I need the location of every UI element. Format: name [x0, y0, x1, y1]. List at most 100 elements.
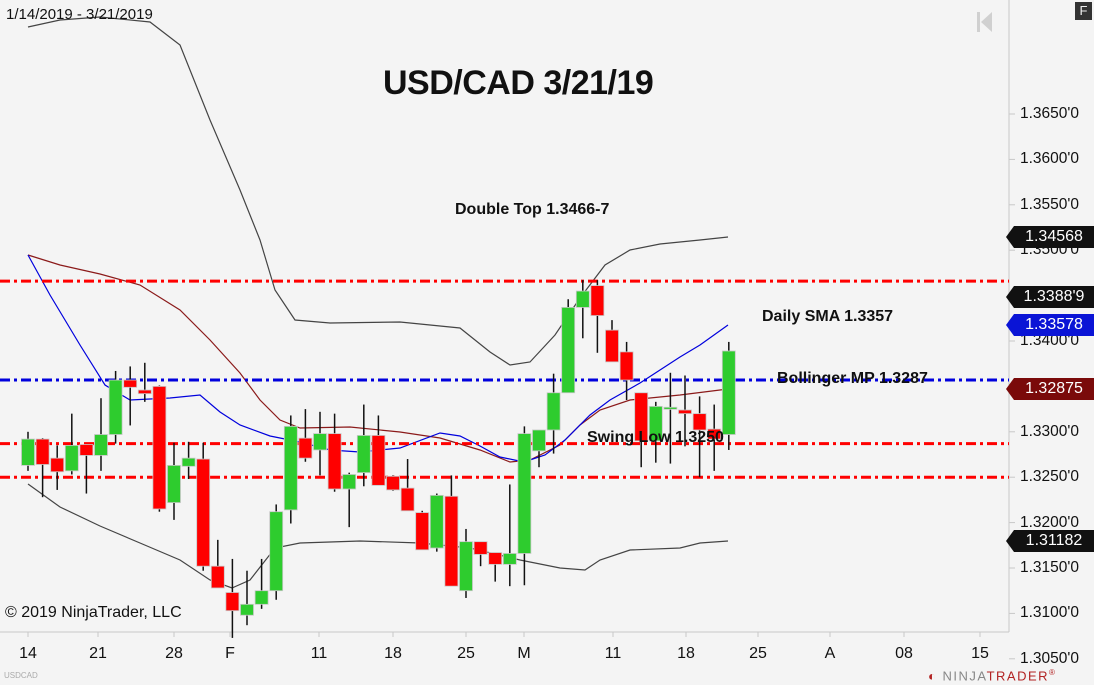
chart-title: USD/CAD 3/21/19	[383, 64, 654, 102]
candle	[79, 444, 94, 456]
bollinger-upper-line	[27, 16, 729, 366]
x-tick-label: 18	[677, 645, 695, 662]
upper-band-price-tag: 1.34568	[1006, 226, 1094, 248]
candlesticks	[21, 280, 736, 638]
candle	[546, 392, 561, 431]
candle	[123, 379, 138, 388]
candle	[210, 565, 225, 589]
candle	[181, 457, 196, 467]
y-tick-label: 1.3050'0	[1020, 649, 1079, 667]
candle	[64, 445, 79, 472]
x-tick-label: 08	[895, 645, 913, 662]
candle	[415, 512, 430, 551]
x-tick-label: M	[517, 645, 531, 662]
x-tick-label: 25	[749, 645, 767, 662]
candle	[605, 329, 619, 363]
candle	[152, 385, 167, 510]
swing-low-label: Swing Low 1.3250	[587, 429, 724, 446]
x-tick-label: 15	[971, 645, 989, 662]
candle	[678, 409, 692, 415]
candle	[561, 307, 576, 394]
candle	[459, 541, 473, 592]
y-tick-label: 1.3150'0	[1020, 559, 1079, 576]
candle	[648, 405, 663, 442]
candle	[634, 392, 649, 442]
candle	[488, 552, 503, 565]
candle	[429, 494, 444, 549]
lower-band-price-tag: 1.31182	[1006, 530, 1094, 552]
bollinger-bands	[27, 16, 729, 589]
candle	[692, 413, 707, 431]
x-tick-label: 11	[604, 645, 622, 662]
candle	[400, 487, 415, 512]
logo-text-right: TRADER	[986, 668, 1050, 684]
double-top-label: Double Top 1.3466-7	[455, 201, 610, 218]
candle	[167, 464, 181, 504]
instrument-label: USDCAD	[4, 671, 38, 680]
candle	[108, 379, 123, 435]
candle	[502, 553, 517, 565]
y-tick-label: 1.3400'0	[1020, 332, 1079, 349]
date-range: 1/14/2019 - 3/21/2019	[6, 6, 153, 23]
candle	[254, 590, 269, 605]
sma-price-tag: 1.33578	[1006, 314, 1094, 336]
bollinger-lower-line	[27, 483, 729, 589]
candle	[371, 435, 386, 486]
candle	[444, 495, 459, 587]
x-axis-ticks	[27, 632, 981, 637]
x-tick-label: 11	[310, 645, 328, 662]
candle	[240, 603, 254, 616]
y-tick-label: 1.3100'0	[1020, 604, 1079, 622]
x-tick-label: A	[824, 645, 836, 662]
y-tick-label: 1.3250'0	[1020, 468, 1079, 486]
scroll-to-start-icon[interactable]	[975, 10, 995, 34]
candle	[298, 437, 313, 459]
daily-sma-label: Daily SMA 1.3357	[762, 308, 894, 325]
bollinger-mp-label: Bollinger MP 1.3287	[777, 370, 928, 387]
candle	[356, 435, 371, 474]
candle	[342, 474, 357, 490]
candle	[619, 351, 634, 381]
candle	[225, 592, 240, 612]
y-tick-label: 1.3650'0	[1020, 105, 1079, 122]
candle	[269, 511, 284, 592]
candle	[327, 433, 342, 490]
candle	[94, 434, 108, 456]
logo-mark-icon: ◐	[928, 668, 938, 684]
logo-text-left: NINJA	[942, 668, 987, 684]
candle	[283, 425, 298, 511]
candle	[35, 438, 50, 465]
f-button[interactable]: F	[1075, 2, 1092, 20]
bollinger-mid-line	[27, 254, 729, 463]
candle	[575, 290, 590, 308]
ninjatrader-logo: ◐ NINJATRADER®	[928, 668, 1056, 683]
x-tick-label: 28	[165, 645, 183, 662]
y-tick-label: 1.3550'0	[1020, 195, 1079, 213]
candle	[196, 458, 211, 567]
candle	[473, 541, 488, 555]
copyright: © 2019 NinjaTrader, LLC	[5, 604, 182, 621]
y-tick-label: 1.3200'0	[1020, 513, 1079, 531]
y-tick-label: 1.3300'0	[1020, 422, 1079, 440]
candle	[21, 438, 35, 466]
bollinger-mid-price-tag: 1.32875	[1006, 378, 1094, 400]
last-price-tag: 1.3388'9	[1006, 286, 1094, 308]
candle	[386, 475, 400, 491]
x-tick-label: 18	[384, 645, 402, 662]
candle	[707, 428, 722, 440]
candle	[313, 433, 327, 451]
candle	[50, 457, 65, 473]
candle	[532, 429, 546, 452]
candle	[137, 389, 152, 395]
x-tick-label: F	[225, 645, 235, 662]
candle	[590, 285, 605, 316]
y-tick-label: 1.3600'0	[1020, 150, 1079, 168]
x-tick-label: 21	[89, 645, 107, 662]
candle	[663, 406, 678, 410]
candle	[517, 433, 532, 554]
sma-line	[27, 254, 729, 463]
candle	[721, 350, 736, 435]
y-axis-ticks	[1009, 113, 1015, 660]
logo-registered: ®	[1049, 668, 1057, 677]
